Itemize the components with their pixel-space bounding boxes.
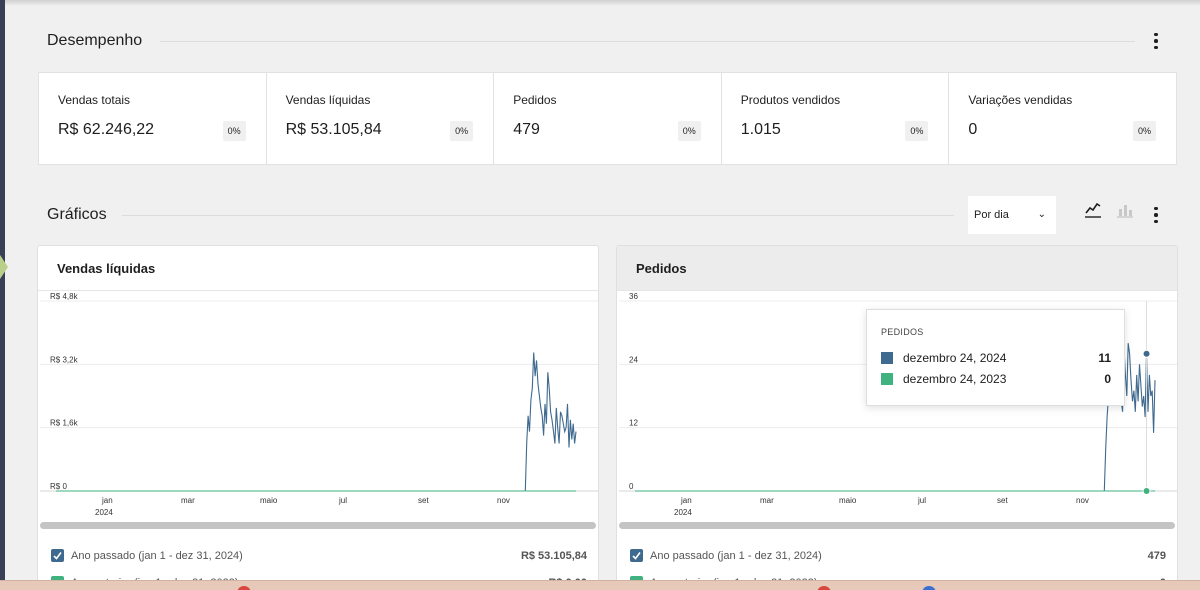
y-tick-label: 0 — [629, 482, 634, 491]
stat-delta-badge: 0% — [1132, 121, 1156, 141]
stat-value: R$ 62.246,22 — [58, 121, 155, 138]
legend-total: 479 — [1147, 549, 1166, 562]
x-tick-label: set — [997, 496, 1008, 505]
legend-current[interactable]: Ano passado (jan 1 - dez 31, 2024) 479 — [630, 549, 1166, 562]
x-tick-label: nov — [1076, 496, 1089, 505]
chart-scrollbar[interactable] — [40, 522, 596, 529]
taskbar-app-icon[interactable] — [237, 586, 251, 590]
tooltip-row-label: dezembro 24, 2023 — [903, 372, 1007, 386]
interval-select-value: Por dia — [974, 209, 1009, 221]
stat-label: Pedidos — [513, 93, 557, 107]
header-shadow — [5, 0, 1200, 6]
checkbox-checked-icon[interactable] — [630, 549, 643, 562]
stat-label: Vendas totais — [58, 93, 131, 107]
charts-more-icon[interactable] — [1148, 205, 1164, 225]
performance-divider — [160, 41, 1135, 42]
interval-select[interactable]: Por dia ⌄ — [967, 195, 1057, 235]
stat-produtos-vendidos[interactable]: Produtos vendidos 1.015 0% — [722, 73, 950, 164]
taskbar-app-icon[interactable] — [817, 586, 831, 590]
y-tick-label: 12 — [629, 419, 638, 428]
x-tick-label: jul — [917, 496, 926, 505]
stat-delta-badge: 0% — [905, 121, 929, 141]
x-tick-label: jan — [101, 496, 113, 505]
x-tick-label: maio — [260, 496, 278, 505]
x-tick-label: jul — [338, 496, 347, 505]
performance-stats: Vendas totais R$ 62.246,22 0% Vendas líq… — [38, 72, 1177, 165]
sidebar-collapse-handle[interactable] — [0, 255, 8, 279]
x-tick-label: mar — [181, 496, 195, 505]
hover-point-current — [1142, 349, 1151, 358]
legend-swatch — [881, 373, 893, 385]
stat-label: Variações vendidas — [968, 93, 1073, 107]
stat-value: R$ 53.105,84 — [285, 121, 382, 138]
series-line-current — [56, 352, 577, 492]
y-tick-label: 36 — [629, 292, 638, 301]
tooltip-title: PEDIDOS — [881, 327, 924, 337]
legend-label: Ano passado (jan 1 - dez 31, 2024) — [71, 549, 243, 562]
y-tick-label: R$ 3,2k — [50, 355, 79, 364]
chart-card-pedidos: Pedidos 36 24 12 0 jan mar maio jul set nov 2024 A… — [616, 245, 1178, 590]
stat-delta-badge: 0% — [450, 121, 474, 141]
y-tick-label: R$ 1,6k — [50, 419, 79, 428]
checkbox-checked-icon[interactable] — [51, 549, 64, 562]
x-tick-label: maio — [839, 496, 857, 505]
tooltip-row-current: dezembro 24, 2024 11 — [881, 351, 1111, 365]
hover-point-previous — [1142, 487, 1151, 495]
y-tick-label: R$ 4,8k — [50, 292, 79, 301]
x-tick-year: 2024 — [674, 508, 692, 517]
stat-value: 0 — [968, 121, 978, 138]
taskbar-app-icon[interactable] — [922, 586, 936, 590]
stat-pedidos[interactable]: Pedidos 479 0% — [494, 73, 722, 164]
stat-label: Vendas líquidas — [285, 93, 371, 107]
x-tick-year: 2024 — [95, 508, 113, 517]
chart-tooltip: PEDIDOS dezembro 24, 2024 11 dezembro 24… — [866, 309, 1125, 406]
stat-value: 1.015 — [740, 121, 781, 138]
performance-header: Desempenho — [47, 32, 142, 50]
chart-card-vendas-liquidas: Vendas líquidas R$ 4,8k R$ 3,2k R$ 1,6k R$ … — [37, 245, 599, 590]
chart-title: Vendas líquidas — [38, 246, 598, 291]
x-tick-label: set — [418, 496, 429, 505]
charts-header: Gráficos — [47, 206, 107, 224]
tooltip-row-value: 0 — [1104, 372, 1111, 386]
legend-swatch — [881, 352, 893, 364]
stat-delta-badge: 0% — [677, 121, 701, 141]
stat-variacoes-vendidas[interactable]: Variações vendidas 0 0% — [949, 73, 1176, 164]
charts-divider — [122, 215, 954, 216]
chevron-down-icon: ⌄ — [1037, 209, 1046, 220]
window-left-edge — [0, 0, 5, 590]
chart-title: Pedidos — [617, 246, 1177, 291]
x-tick-label: mar — [760, 496, 774, 505]
stat-delta-badge: 0% — [222, 121, 246, 141]
line-chart-icon[interactable] — [1084, 201, 1102, 219]
stat-label: Produtos vendidos — [740, 93, 841, 107]
tooltip-row-previous: dezembro 24, 2023 0 — [881, 372, 1111, 386]
legend-label: Ano passado (jan 1 - dez 31, 2024) — [650, 549, 822, 562]
x-tick-label: jan — [680, 496, 692, 505]
legend-total: R$ 53.105,84 — [520, 549, 587, 562]
stat-vendas-totais[interactable]: Vendas totais R$ 62.246,22 0% — [39, 73, 267, 164]
y-tick-label: 24 — [629, 355, 638, 364]
bar-chart-icon[interactable] — [1116, 201, 1134, 219]
stat-value: 479 — [513, 121, 540, 138]
charts-title: Gráficos — [47, 206, 107, 223]
vendas-liquidas-chart[interactable]: R$ 4,8k R$ 3,2k R$ 1,6k R$ 0 jan mar maio jul se… — [38, 291, 599, 531]
y-tick-label: R$ 0 — [50, 482, 67, 491]
tooltip-row-value: 11 — [1098, 351, 1111, 365]
stat-vendas-liquidas[interactable]: Vendas líquidas R$ 53.105,84 0% — [267, 73, 495, 164]
tooltip-row-label: dezembro 24, 2024 — [903, 351, 1007, 365]
x-tick-label: nov — [497, 496, 510, 505]
pedidos-chart[interactable]: 36 24 12 0 jan mar maio jul set nov 2024 — [617, 291, 1178, 531]
chart-scrollbar[interactable] — [619, 522, 1175, 529]
legend-current[interactable]: Ano passado (jan 1 - dez 31, 2024) R$ 53… — [51, 549, 587, 562]
taskbar — [0, 580, 1200, 590]
performance-more-icon[interactable] — [1148, 31, 1164, 51]
performance-title: Desempenho — [47, 32, 143, 49]
